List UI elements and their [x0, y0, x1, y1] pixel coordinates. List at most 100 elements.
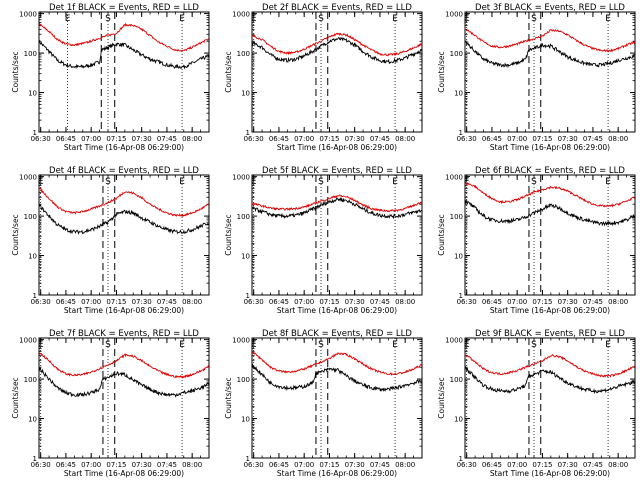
detector-panel: Det 9f BLACK = Events, RED = LLD 1 10 100 10…: [437, 329, 636, 478]
y-tick-label: 1: [246, 292, 250, 300]
y-tick-label: 1: [459, 455, 463, 463]
x-tick-label: 08:00: [182, 135, 202, 143]
event-marker-label: E: [251, 14, 257, 24]
x-tick-label: 06:45: [482, 461, 502, 469]
x-tick-label: 07:15: [319, 135, 339, 143]
y-tick-label: 100: [450, 50, 463, 58]
x-tick-label: 07:15: [319, 461, 339, 469]
x-tick-label: 06:45: [56, 298, 76, 306]
events-series-line: [38, 366, 210, 398]
plot-frame: [464, 11, 636, 133]
x-axis-label: Start Time (16-Apr-08 06:29:00): [277, 143, 397, 152]
lld-series-line: [464, 353, 635, 378]
x-tick-label: 07:45: [583, 461, 603, 469]
y-tick-label: 1: [246, 455, 250, 463]
x-tick-label: 07:15: [106, 135, 126, 143]
events-series-line: [251, 36, 423, 65]
detector-panel: Det 7f BLACK = Events, RED = LLD 1 10 100 10…: [11, 329, 210, 478]
x-axis-label: Start Time (16-Apr-08 06:29:00): [490, 306, 610, 315]
y-tick-label: 10: [454, 90, 463, 98]
x-tick-label: 07:30: [345, 461, 365, 469]
x-tick-label: 06:30: [244, 298, 264, 306]
y-tick-label: 100: [24, 376, 37, 384]
x-tick-label: 07:30: [132, 298, 152, 306]
x-tick-label: 07:00: [294, 298, 314, 306]
events-series-line: [464, 199, 636, 227]
event-marker-label: S: [531, 14, 537, 24]
y-tick-label: 10: [241, 416, 250, 424]
events-series-line: [38, 40, 210, 70]
y-axis-label: Counts/sec: [11, 214, 20, 255]
x-tick-label: 06:45: [269, 298, 289, 306]
panel-title: Det 7f BLACK = Events, RED = LLD: [49, 329, 199, 339]
panel-title: Det 4f BLACK = Events, RED = LLD: [49, 166, 199, 176]
y-tick-label: 100: [237, 376, 250, 384]
lld-series-line: [464, 27, 636, 53]
x-tick-label: 07:15: [106, 461, 126, 469]
panel-title: Det 6f BLACK = Events, RED = LLD: [475, 166, 625, 176]
event-marker-label: E: [464, 14, 470, 24]
y-tick-label: 1: [33, 129, 37, 137]
event-marker-label: E: [605, 340, 611, 350]
x-tick-label: 08:00: [608, 461, 628, 469]
y-tick-label: 1000: [232, 174, 250, 182]
x-tick-label: 07:00: [294, 135, 314, 143]
y-axis-label: Counts/sec: [224, 51, 233, 92]
lld-series-line: [251, 194, 423, 213]
y-tick-label: 1000: [19, 337, 37, 345]
x-tick-label: 07:30: [345, 298, 365, 306]
x-tick-label: 07:00: [81, 135, 101, 143]
x-tick-label: 07:45: [370, 135, 390, 143]
event-marker-label: E: [251, 177, 257, 187]
x-tick-label: 06:45: [56, 135, 76, 143]
x-tick-label: 07:45: [157, 461, 177, 469]
y-tick-label: 100: [450, 376, 463, 384]
event-marker-label: E: [38, 340, 44, 350]
x-axis-label: Start Time (16-Apr-08 06:29:00): [64, 306, 184, 315]
y-tick-label: 100: [237, 213, 250, 221]
y-axis-label: Counts/sec: [11, 377, 20, 418]
y-axis-label: Counts/sec: [11, 51, 20, 92]
event-marker-label: E: [392, 340, 398, 350]
y-tick-label: 100: [450, 213, 463, 221]
panel-title: Det 3f BLACK = Events, RED = LLD: [475, 3, 625, 13]
event-marker-label: E: [38, 177, 44, 187]
x-tick-label: 07:15: [319, 298, 339, 306]
x-tick-label: 07:30: [558, 461, 578, 469]
panel-title: Det 8f BLACK = Events, RED = LLD: [262, 329, 412, 339]
y-tick-label: 1000: [445, 11, 463, 19]
x-tick-label: 06:45: [269, 461, 289, 469]
x-tick-label: 08:00: [182, 461, 202, 469]
x-axis-label: Start Time (16-Apr-08 06:29:00): [490, 143, 610, 152]
x-tick-label: 08:00: [395, 298, 415, 306]
lld-series-line: [38, 352, 210, 379]
events-series-line: [464, 40, 635, 69]
x-tick-label: 06:30: [31, 461, 51, 469]
y-tick-label: 1000: [19, 174, 37, 182]
y-tick-label: 10: [28, 416, 37, 424]
detector-panel: Det 3f BLACK = Events, RED = LLD 1 10 100 10…: [437, 3, 636, 152]
events-series-line: [38, 203, 209, 235]
event-marker-label: E: [605, 177, 611, 187]
x-axis-label: Start Time (16-Apr-08 06:29:00): [64, 469, 184, 478]
x-tick-label: 07:15: [532, 135, 552, 143]
x-tick-label: 06:45: [269, 135, 289, 143]
y-axis-label: Counts/sec: [437, 51, 446, 92]
x-tick-label: 07:45: [157, 298, 177, 306]
lld-series-line: [38, 22, 209, 52]
lld-series-line: [38, 187, 209, 218]
detector-panel: Det 6f BLACK = Events, RED = LLD 1 10 100 10…: [437, 166, 636, 315]
y-tick-label: 10: [241, 90, 250, 98]
x-axis-label: Start Time (16-Apr-08 06:29:00): [277, 306, 397, 315]
y-tick-label: 1: [33, 455, 37, 463]
event-marker-label: E: [464, 340, 470, 350]
x-tick-label: 07:45: [370, 298, 390, 306]
y-tick-label: 1000: [232, 11, 250, 19]
y-tick-label: 100: [24, 50, 37, 58]
event-marker-label: E: [392, 14, 398, 24]
event-marker-label: S: [105, 177, 111, 187]
x-tick-label: 08:00: [395, 135, 415, 143]
y-tick-label: 100: [24, 213, 37, 221]
x-tick-label: 07:00: [294, 461, 314, 469]
